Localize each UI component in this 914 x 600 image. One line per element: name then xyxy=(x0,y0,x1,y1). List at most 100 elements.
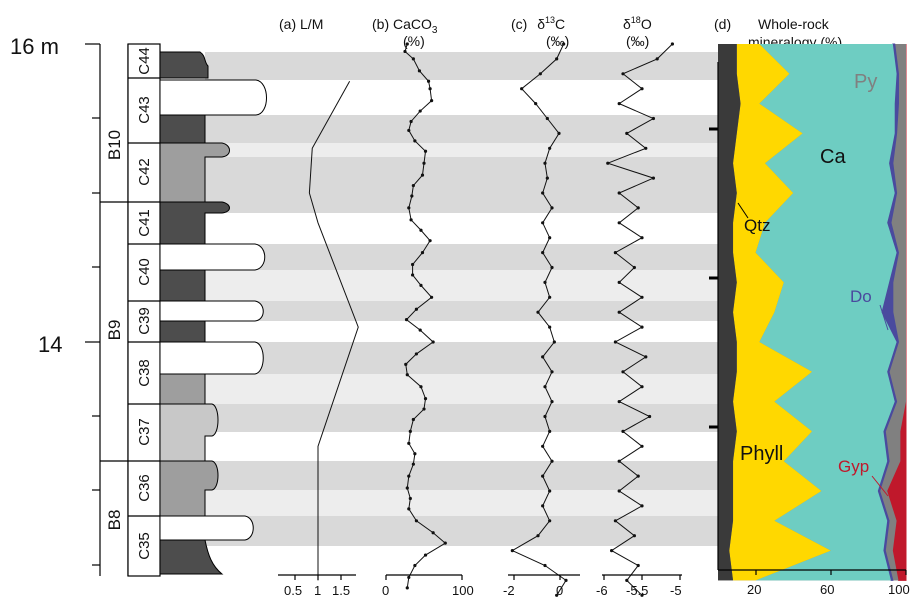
d13c-series-point xyxy=(543,414,547,419)
bed-label-b8: B8 xyxy=(105,510,124,531)
axis-lm-tick-label: 1.5 xyxy=(332,583,350,598)
caco3-series-point xyxy=(411,273,415,277)
cycle-band xyxy=(205,270,718,301)
cycle-band xyxy=(205,374,718,404)
d13c-series-point xyxy=(550,459,554,463)
panel-d-title-1: Whole-rock xyxy=(758,16,830,32)
caco3-series-point xyxy=(409,218,413,222)
cycle-band xyxy=(205,546,718,576)
d13c-series-point xyxy=(541,504,545,508)
d13c-series-point xyxy=(534,102,538,106)
d18o-series-point xyxy=(625,131,629,135)
d13c-series-point xyxy=(536,534,540,538)
panel-c-title: (c) δ13C xyxy=(511,15,565,32)
caco3-series-point xyxy=(405,373,409,377)
d13c-series-point xyxy=(541,251,545,255)
d18o-series-point xyxy=(640,385,644,389)
caco3-series-point xyxy=(411,417,415,422)
litho-marl xyxy=(159,201,230,245)
d18o-series-point xyxy=(617,400,621,404)
label-quartz: Qtz xyxy=(744,216,770,235)
d13c-series-point xyxy=(541,474,545,478)
d13c-series-point xyxy=(520,87,524,91)
caco3-series-point xyxy=(443,541,447,545)
cycle-band xyxy=(205,115,718,143)
depth-label-16: 16 m xyxy=(10,34,59,59)
caco3-series-point xyxy=(428,239,432,243)
cycle-label-c42: C42 xyxy=(136,158,153,186)
d18o-series-point xyxy=(613,251,618,255)
caco3-series-point xyxy=(411,462,415,466)
d18o-series-point xyxy=(651,116,656,121)
mineralogy-depth-ticks xyxy=(709,127,718,429)
panel-a-title: (a) L/M xyxy=(279,16,323,32)
d13c-series-point xyxy=(541,191,545,195)
caco3-series-point xyxy=(405,42,409,46)
bottom-axes: 0.5 1 1.5 0 100 -2 0 -6 -5.5 -5 20 60 10… xyxy=(278,62,910,598)
panel-c-unit: (‰) xyxy=(546,33,569,49)
d18o-series-point xyxy=(617,310,621,314)
cycle-band xyxy=(205,432,718,461)
label-dolomite: Do xyxy=(850,287,872,306)
cycle-band xyxy=(205,301,718,321)
d13c-series-point xyxy=(564,578,568,583)
caco3-series-point xyxy=(422,407,426,411)
d18o-series-point xyxy=(621,72,625,76)
litho-marl xyxy=(159,320,206,343)
d18o-series-point xyxy=(651,176,656,180)
panel-b-title: (b) CaCO3 xyxy=(372,16,438,36)
cycle-label-c40: C40 xyxy=(136,258,153,286)
cycle-band xyxy=(205,490,718,516)
cycle-label-c35: C35 xyxy=(136,532,153,560)
mineral-labels: Py Ca Qtz Do Phyll Gyp xyxy=(737,71,889,497)
d18o-series-point xyxy=(613,340,618,344)
cycle-label-c38: C38 xyxy=(136,359,153,387)
mineral-series-py xyxy=(879,44,906,581)
mineralogy-area xyxy=(718,43,907,581)
caco3-series-point xyxy=(414,352,418,356)
mineral-series-phyll xyxy=(729,44,831,581)
caco3-series-point xyxy=(418,328,422,332)
d18o-series-point xyxy=(670,42,675,46)
d18o-series-point xyxy=(610,549,614,553)
d13c-series-line xyxy=(511,43,567,596)
cycle-band xyxy=(205,516,718,546)
d13c-series-point xyxy=(557,131,561,135)
caco3-series-point xyxy=(422,161,426,165)
d18o-series-point xyxy=(640,295,644,299)
caco3-series-point xyxy=(411,57,415,61)
litho-marly-limestone xyxy=(159,142,230,203)
d18o-series-point xyxy=(644,355,648,359)
d18o-series-point xyxy=(636,474,640,478)
caco3-series-point xyxy=(403,49,407,54)
cycle-bands xyxy=(205,52,718,576)
cycle-band xyxy=(205,342,718,374)
d13c-series-point xyxy=(550,265,554,270)
d18o-series-point xyxy=(617,459,621,463)
d13c-series-point xyxy=(536,310,540,314)
d18o-series-point xyxy=(625,578,629,583)
caco3-series-point xyxy=(419,228,423,232)
axis-d13c-tick-label: -2 xyxy=(503,583,515,598)
caco3-series-point xyxy=(419,283,423,287)
d13c-series-point xyxy=(543,385,547,389)
litho-marly-limestone xyxy=(159,373,206,405)
d13c-series-point xyxy=(545,116,549,121)
caco3-series-point xyxy=(423,149,428,153)
litho-marl xyxy=(159,539,224,575)
d18o-series-point xyxy=(621,429,625,433)
cycle-band xyxy=(205,52,718,80)
d13c-series-point xyxy=(550,206,554,210)
d18o-series-point xyxy=(644,146,648,150)
caco3-series-point xyxy=(430,295,434,299)
caco3-series-point xyxy=(426,79,431,83)
d13c-series-point xyxy=(548,519,552,523)
label-pyrite: Py xyxy=(854,71,877,93)
lithology-column xyxy=(159,51,267,575)
cycle-band xyxy=(205,461,718,490)
d13c-series-point xyxy=(541,221,545,225)
caco3-series-point xyxy=(420,251,425,255)
cycle-label-c39: C39 xyxy=(136,307,153,335)
cycle-band xyxy=(205,404,718,432)
d13c-series-point xyxy=(545,176,549,180)
